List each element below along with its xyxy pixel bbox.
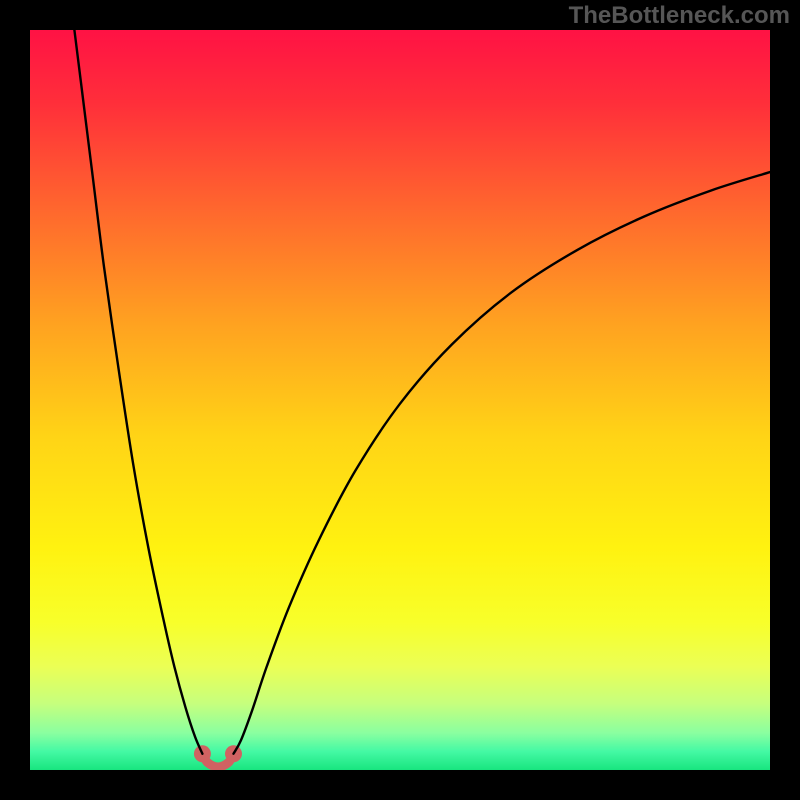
curve-left xyxy=(74,30,202,754)
plot-area xyxy=(30,30,770,770)
curve-layer xyxy=(30,30,770,770)
curve-right xyxy=(234,172,771,754)
chart-frame: TheBottleneck.com xyxy=(0,0,800,800)
watermark-text: TheBottleneck.com xyxy=(569,2,790,30)
